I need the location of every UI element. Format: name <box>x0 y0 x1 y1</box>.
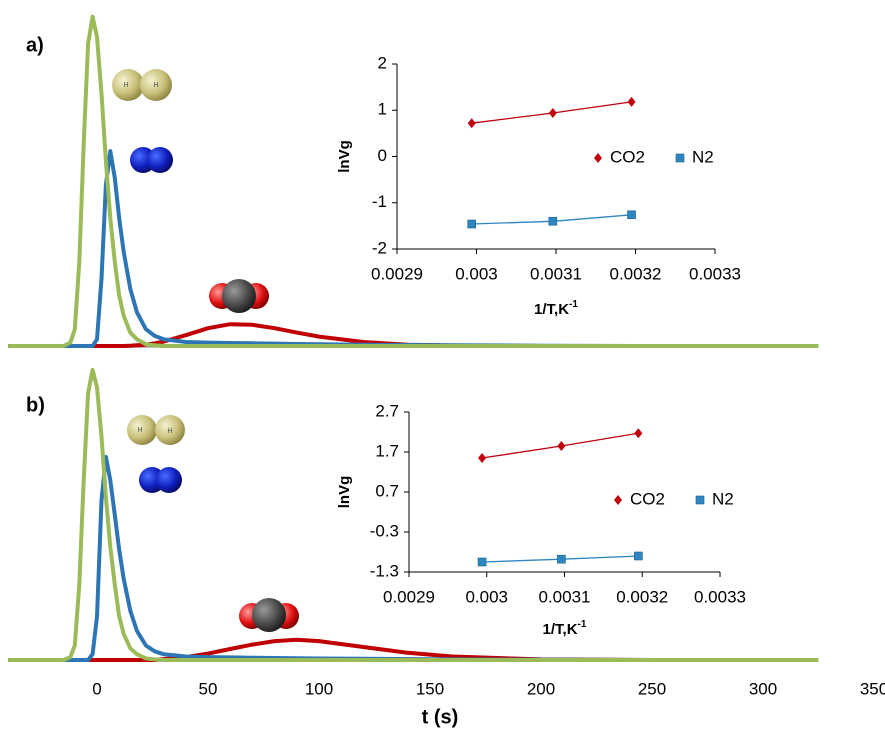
legend-marker <box>695 495 705 505</box>
h2-atom <box>112 69 144 101</box>
y-axis-title: lnVg <box>336 476 353 509</box>
y-tick-label: -1.3 <box>370 561 399 580</box>
x-tick-label: 350 <box>860 679 885 698</box>
x-tick-label: 100 <box>305 679 333 698</box>
curve <box>8 368 819 662</box>
x-tick-label: 0 <box>92 679 101 698</box>
panel-label: b) <box>26 394 45 416</box>
atom-label: H <box>153 82 158 89</box>
c-atom <box>222 279 256 313</box>
x-tick-label: 0.0033 <box>689 264 741 283</box>
legend-marker <box>675 153 685 163</box>
molecule-icons: H H <box>112 69 269 313</box>
y-tick-label: -0.3 <box>370 521 399 540</box>
molecule-icons: H H <box>127 415 299 632</box>
marker <box>627 210 636 220</box>
legend-label: N2 <box>712 489 734 508</box>
y-axis-title: lnVg <box>336 140 353 173</box>
x-axis-title-text: 1/T,K <box>543 621 578 638</box>
legend-label: N2 <box>692 147 714 166</box>
c-atom <box>252 598 286 632</box>
y-tick-label: 2 <box>378 53 387 72</box>
y-tick-label: 0.7 <box>375 481 399 500</box>
y-tick-label: -1 <box>372 192 387 211</box>
curve <box>8 14 819 348</box>
x-axis-title: t (s) <box>422 706 459 728</box>
x-tick-label: 200 <box>527 679 555 698</box>
legend-label: CO2 <box>610 147 645 166</box>
x-tick-label: 150 <box>416 679 444 698</box>
x-axis-title-sup: -1 <box>569 299 578 310</box>
x-axis-title: 1/T,K-1 <box>534 299 578 318</box>
x-axis-title-sup: -1 <box>578 619 587 630</box>
legend-marker <box>614 495 622 505</box>
h2-atom <box>155 415 185 445</box>
x-tick-label: 0.0031 <box>530 264 582 283</box>
n2-atom <box>147 147 173 173</box>
y-tick-label: -2 <box>372 238 387 257</box>
h2-atom <box>140 69 172 101</box>
x-tick-label: 0.0029 <box>371 264 423 283</box>
n2-atom <box>156 467 182 493</box>
marker <box>467 118 476 129</box>
x-tick-label: 0.003 <box>465 587 508 606</box>
y-tick-label: 1.7 <box>375 441 399 460</box>
marker <box>634 428 643 439</box>
marker <box>557 441 566 451</box>
x-tick-label: 0.0032 <box>610 264 662 283</box>
atom-label: H <box>137 427 142 434</box>
h2-atom <box>127 415 157 445</box>
x-tick-label: 0.0032 <box>616 587 668 606</box>
atom-label: H <box>167 428 172 435</box>
y-tick-label: 2.7 <box>375 401 399 420</box>
marker <box>548 108 557 119</box>
y-tick-label: 1 <box>378 100 387 119</box>
marker <box>477 557 487 567</box>
x-axis-title: 1/T,K-1 <box>543 619 587 638</box>
panel-label: a) <box>26 34 44 56</box>
x-tick-label: 50 <box>199 679 218 698</box>
x-tick-label: 250 <box>638 679 666 698</box>
curve <box>8 455 819 662</box>
legend-label: CO2 <box>630 489 665 508</box>
x-tick-label: 0.0029 <box>383 587 435 606</box>
marker <box>627 96 636 107</box>
atom-label: H <box>123 82 128 89</box>
marker <box>634 551 643 561</box>
x-tick-label: 300 <box>749 679 777 698</box>
x-tick-label: 0.0031 <box>539 587 591 606</box>
x-axis-title-text: 1/T,K <box>534 301 569 318</box>
x-tick-label: 0.0033 <box>694 587 746 606</box>
x-tick-label: 0.003 <box>455 264 498 283</box>
legend-marker <box>594 153 602 163</box>
marker <box>557 554 566 564</box>
marker <box>467 219 477 229</box>
marker <box>548 216 558 226</box>
marker <box>478 453 487 463</box>
y-tick-label: 0 <box>378 146 387 165</box>
